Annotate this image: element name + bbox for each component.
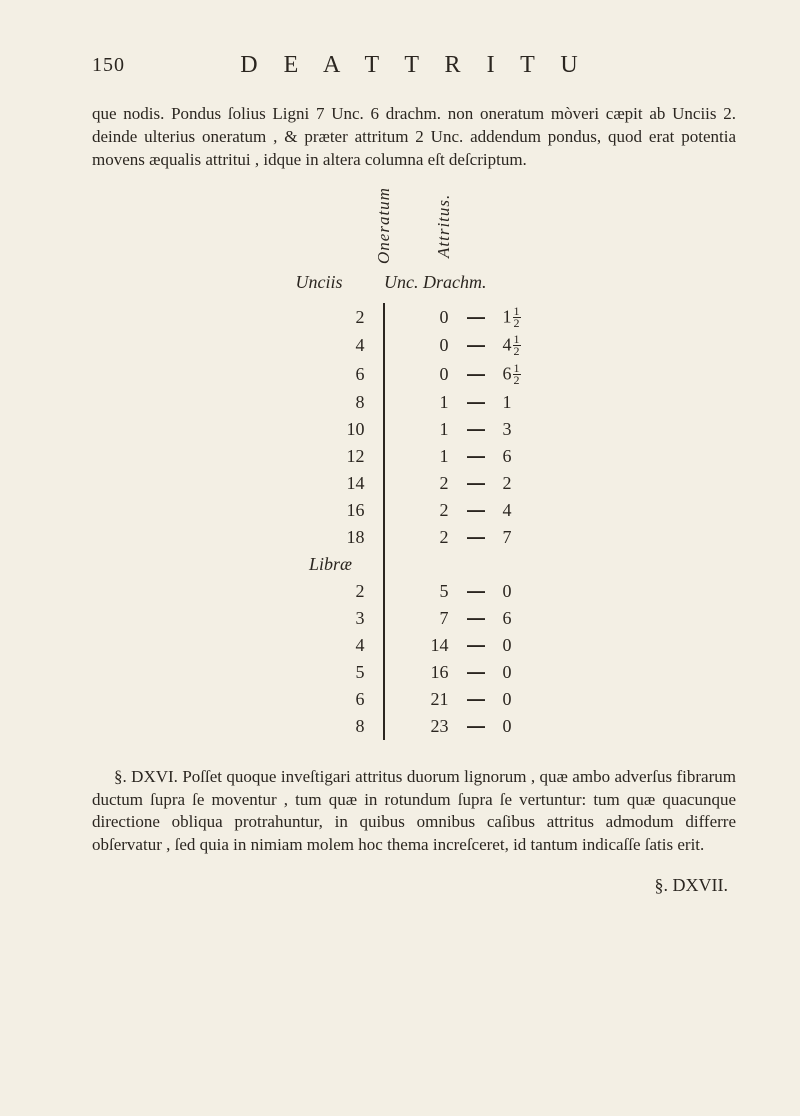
row-dash: — [455,605,497,632]
row-dash: — [455,389,497,416]
row-drachm: 4 [497,497,549,524]
row-dash: — [455,497,497,524]
row-label: 18 [279,524,384,551]
row-drachm: 0 [497,713,549,740]
row-unc: 23 [384,713,455,740]
table-row: 37—6 [279,605,549,632]
row-unc: 2 [384,497,455,524]
row-dash: — [455,524,497,551]
row-dash: — [455,686,497,713]
row-unc: 1 [384,389,455,416]
attritus-table: 20—11240—41260—61281—1101—3121—6142—2162… [279,303,550,740]
row-label: 2 [279,578,384,605]
next-section-signature: §. DXVII. [92,875,736,896]
row-dash: — [455,632,497,659]
row-unc: 21 [384,686,455,713]
row-unc: 14 [384,632,455,659]
table-row: 20—112 [279,303,549,332]
row-label: 5 [279,659,384,686]
row-unc: 1 [384,416,455,443]
paragraph-1: que nodis. Pondus ſolius Ligni 7 Unc. 6 … [92,103,736,172]
page-number: 150 [92,54,125,77]
row-dash: — [455,331,497,360]
row-label: 4 [279,632,384,659]
row-drachm: 0 [497,578,549,605]
row-label: 3 [279,605,384,632]
row-unc: 0 [384,303,455,332]
row-unc: 0 [384,331,455,360]
row-unc: 1 [384,443,455,470]
row-drachm: 612 [497,360,549,389]
col-head-oneratum: Oneratum [374,186,394,266]
table-row: 823—0 [279,713,549,740]
table-row: 142—2 [279,470,549,497]
row-label: 4 [279,331,384,360]
row-drachm: 6 [497,605,549,632]
row-drachm: 7 [497,524,549,551]
row-label: 10 [279,416,384,443]
row-drachm: 0 [497,686,549,713]
row-drachm: 3 [497,416,549,443]
table-row: 621—0 [279,686,549,713]
row-drachm: 1 [497,389,549,416]
column-rotated-heads: Oneratum Attritus. [92,186,736,266]
row-unc: 0 [384,360,455,389]
row-drachm: 0 [497,659,549,686]
section-librae: Libræ [279,551,384,578]
table-row: 121—6 [279,443,549,470]
table-row: 414—0 [279,632,549,659]
table-row: 25—0 [279,578,549,605]
row-dash: — [455,470,497,497]
paragraph-2: §. DXVI. Poſſet quoque inveſtigari attri… [92,766,736,858]
row-dash: — [455,360,497,389]
table-row: 162—4 [279,497,549,524]
row-unc: 5 [384,578,455,605]
subhead-unciis: Unciis [274,272,364,293]
row-label: 2 [279,303,384,332]
row-label: 16 [279,497,384,524]
table-row: 60—612 [279,360,549,389]
row-unc: 7 [384,605,455,632]
running-head: D E A T T R I T U [92,52,736,79]
row-unc: 16 [384,659,455,686]
table-row: 40—412 [279,331,549,360]
row-label: 14 [279,470,384,497]
row-dash: — [455,578,497,605]
table-row: 81—1 [279,389,549,416]
column-sub-heads: Unciis Unc. Drachm. [92,272,736,293]
row-dash: — [455,443,497,470]
row-drachm: 0 [497,632,549,659]
row-drachm: 412 [497,331,549,360]
row-label: 6 [279,360,384,389]
row-unc: 2 [384,524,455,551]
row-label: 12 [279,443,384,470]
row-label: 6 [279,686,384,713]
subhead-unc-drachm: Unc. Drachm. [384,272,554,293]
row-drachm: 6 [497,443,549,470]
row-drachm: 2 [497,470,549,497]
row-label: 8 [279,389,384,416]
row-dash: — [455,416,497,443]
table-row: 182—7 [279,524,549,551]
table-row: 101—3 [279,416,549,443]
col-head-attritus: Attritus. [434,186,454,266]
row-drachm: 112 [497,303,549,332]
row-label: 8 [279,713,384,740]
row-dash: — [455,659,497,686]
row-unc: 2 [384,470,455,497]
row-dash: — [455,303,497,332]
table-row: 516—0 [279,659,549,686]
row-dash: — [455,713,497,740]
